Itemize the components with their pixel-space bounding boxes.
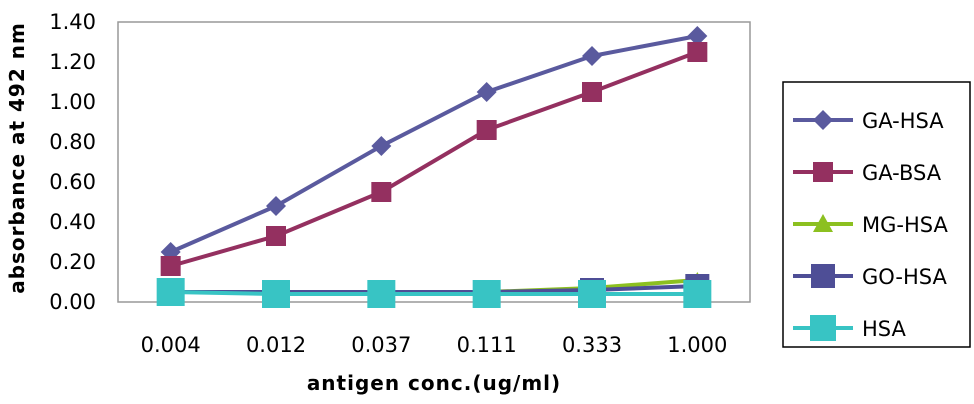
x-tick-label: 1.000 — [667, 333, 727, 357]
legend-item: GA-HSA — [793, 109, 944, 133]
plot-area — [117, 21, 751, 303]
y-tick-label: 1.40 — [49, 10, 96, 34]
y-tick-label: 0.80 — [49, 130, 96, 154]
legend-item: GO-HSA — [793, 264, 947, 289]
data-point-ga-bsa — [476, 120, 497, 140]
data-point-hsa — [578, 280, 606, 308]
legend-swatch-marker — [811, 264, 835, 288]
legend-items: GA-HSA GA-BSA MG-HSA GO-HSA HSA — [793, 109, 948, 341]
y-axis: 0.00 0.20 0.40 0.60 0.80 1.00 1.20 1.40 — [49, 10, 96, 314]
data-point-hsa — [472, 280, 501, 308]
data-point-ga-hsa — [371, 136, 392, 156]
x-tick-label: 0.012 — [246, 333, 306, 357]
y-tick-label: 0.60 — [49, 170, 96, 194]
series-lines — [169, 34, 699, 296]
data-point-hsa — [262, 280, 290, 308]
data-point-hsa — [367, 280, 396, 308]
data-point-ga-bsa — [160, 256, 181, 276]
legend-swatch-marker — [810, 315, 836, 341]
plot-frame — [117, 21, 751, 303]
series-line-hsa — [170, 290, 698, 296]
legend-box — [782, 81, 971, 348]
data-point-ga-hsa — [266, 196, 286, 216]
y-tick-label: 1.20 — [49, 50, 96, 74]
legend-label: MG-HSA — [862, 213, 948, 237]
legend-label: GO-HSA — [862, 265, 947, 289]
data-point-hsa — [683, 280, 712, 308]
y-tick-label: 0.00 — [49, 290, 96, 314]
data-point-ga-hsa — [476, 82, 497, 102]
series-markers — [156, 26, 712, 308]
data-point-ga-bsa — [687, 42, 708, 62]
y-tick-label: 0.40 — [49, 210, 96, 234]
x-axis-title: antigen conc.(ug/ml) — [307, 371, 561, 395]
legend-label: HSA — [862, 317, 907, 341]
data-point-ga-hsa — [582, 46, 602, 66]
legend-label: GA-BSA — [862, 161, 942, 185]
x-axis: 0.004 0.012 0.037 0.111 0.333 1.000 — [141, 333, 728, 357]
legend-item: HSA — [793, 315, 907, 341]
legend-swatch-marker — [813, 162, 833, 182]
data-point-ga-hsa — [687, 26, 708, 46]
legend: GA-HSA GA-BSA MG-HSA GO-HSA HSA — [782, 81, 971, 348]
y-axis-title: absorbance at 492 nm — [5, 22, 29, 294]
legend-swatch-marker — [813, 110, 833, 130]
y-tick-label: 1.00 — [49, 90, 96, 114]
x-tick-label: 0.111 — [457, 333, 517, 357]
x-tick-label: 0.037 — [351, 333, 411, 357]
legend-item: GA-BSA — [793, 161, 942, 185]
data-point-ga-bsa — [371, 182, 392, 202]
series-line-ga-bsa — [170, 50, 699, 268]
series-line-ga-hsa — [169, 34, 698, 254]
legend-label: GA-HSA — [862, 109, 944, 133]
legend-swatch-marker — [813, 214, 833, 232]
data-point-hsa — [156, 278, 185, 306]
data-point-ga-bsa — [582, 82, 602, 102]
data-point-ga-bsa — [266, 226, 286, 246]
x-tick-label: 0.333 — [562, 333, 622, 357]
x-tick-label: 0.004 — [141, 333, 201, 357]
y-tick-label: 0.20 — [49, 250, 96, 274]
legend-item: MG-HSA — [793, 213, 948, 237]
